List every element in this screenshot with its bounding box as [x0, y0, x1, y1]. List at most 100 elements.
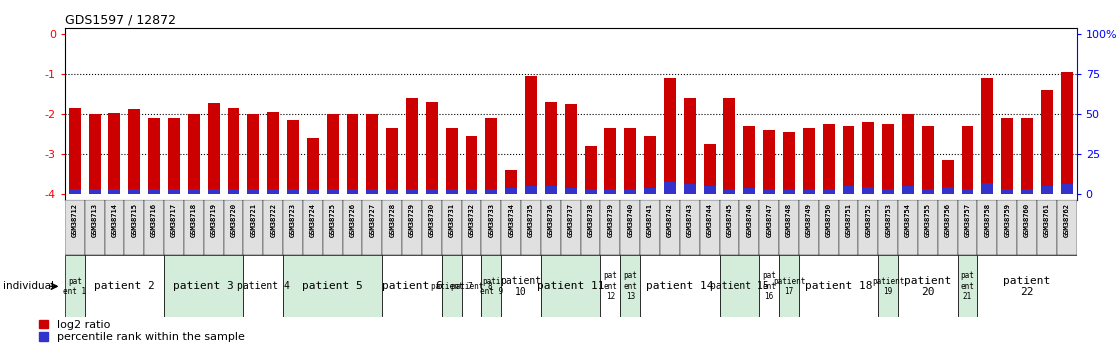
Bar [1002, 118, 1013, 194]
Text: GSM38757: GSM38757 [965, 203, 970, 237]
Text: GSM38725: GSM38725 [330, 203, 335, 237]
FancyBboxPatch shape [958, 200, 977, 255]
Bar [843, 126, 854, 194]
Bar [862, 187, 874, 194]
Text: patient 7: patient 7 [430, 282, 473, 291]
FancyBboxPatch shape [700, 200, 720, 255]
Text: GSM38761: GSM38761 [1044, 203, 1050, 237]
Bar [88, 114, 101, 194]
FancyBboxPatch shape [482, 255, 501, 317]
Bar [803, 189, 815, 194]
Text: GSM38724: GSM38724 [310, 203, 315, 237]
Text: GSM38755: GSM38755 [925, 203, 931, 237]
FancyBboxPatch shape [442, 255, 462, 317]
Bar [743, 126, 756, 194]
FancyBboxPatch shape [799, 255, 879, 317]
Text: GSM38715: GSM38715 [131, 203, 138, 237]
FancyBboxPatch shape [382, 200, 402, 255]
Text: GSM38753: GSM38753 [885, 203, 891, 237]
Bar [823, 189, 835, 194]
Text: GSM38736: GSM38736 [548, 203, 553, 237]
FancyBboxPatch shape [879, 255, 898, 317]
Text: GSM38748: GSM38748 [786, 203, 792, 237]
FancyBboxPatch shape [977, 200, 997, 255]
Bar [764, 130, 775, 194]
Text: GSM38753: GSM38753 [885, 203, 891, 237]
Text: GSM38751: GSM38751 [845, 203, 852, 237]
Text: GSM38748: GSM38748 [786, 203, 792, 237]
Bar [465, 189, 477, 194]
Text: GSM38738: GSM38738 [588, 203, 594, 237]
Bar [1041, 90, 1053, 194]
Bar [485, 118, 498, 194]
Bar [723, 189, 736, 194]
FancyBboxPatch shape [818, 200, 838, 255]
Text: pat
ent
13: pat ent 13 [624, 272, 637, 301]
Bar [367, 189, 378, 194]
Bar [505, 188, 518, 194]
Text: GSM38756: GSM38756 [945, 203, 950, 237]
Bar [823, 124, 835, 194]
Text: GSM38721: GSM38721 [250, 203, 256, 237]
Text: GSM38717: GSM38717 [171, 203, 177, 237]
Text: GSM38762: GSM38762 [1063, 203, 1070, 237]
Text: GSM38751: GSM38751 [845, 203, 852, 237]
FancyBboxPatch shape [164, 200, 183, 255]
Text: GSM38745: GSM38745 [727, 203, 732, 237]
Text: GSM38743: GSM38743 [686, 203, 693, 237]
Text: GSM38713: GSM38713 [92, 203, 97, 237]
Text: GSM38733: GSM38733 [489, 203, 494, 237]
Text: pati
ent 9: pati ent 9 [480, 277, 503, 296]
Text: GSM38734: GSM38734 [509, 203, 514, 237]
Bar [108, 189, 121, 194]
Text: GSM38741: GSM38741 [647, 203, 653, 237]
Text: GSM38718: GSM38718 [191, 203, 197, 237]
Bar [69, 108, 80, 194]
FancyBboxPatch shape [799, 200, 818, 255]
Bar [1041, 186, 1053, 194]
Bar [723, 98, 736, 194]
Legend: log2 ratio, percentile rank within the sample: log2 ratio, percentile rank within the s… [39, 320, 245, 343]
FancyBboxPatch shape [958, 255, 977, 317]
Text: GSM38726: GSM38726 [350, 203, 356, 237]
Bar [783, 132, 795, 194]
FancyBboxPatch shape [183, 200, 203, 255]
Text: GSM38728: GSM38728 [389, 203, 395, 237]
Bar [941, 187, 954, 194]
FancyBboxPatch shape [620, 255, 641, 317]
Text: individual: individual [3, 282, 55, 291]
Bar [267, 189, 280, 194]
FancyBboxPatch shape [402, 200, 421, 255]
Bar [386, 189, 398, 194]
Text: GSM38721: GSM38721 [250, 203, 256, 237]
FancyBboxPatch shape [65, 255, 85, 317]
Text: GSM38745: GSM38745 [727, 203, 732, 237]
Text: GSM38754: GSM38754 [904, 203, 911, 237]
Bar [922, 126, 934, 194]
FancyBboxPatch shape [739, 200, 759, 255]
FancyBboxPatch shape [283, 255, 382, 317]
Text: patient 15: patient 15 [710, 282, 769, 291]
Text: GSM38750: GSM38750 [826, 203, 832, 237]
FancyBboxPatch shape [144, 200, 164, 255]
Bar [247, 189, 259, 194]
Text: pat
ent 1: pat ent 1 [64, 277, 86, 296]
FancyBboxPatch shape [680, 200, 700, 255]
FancyBboxPatch shape [462, 255, 482, 317]
FancyBboxPatch shape [541, 255, 600, 317]
Bar [664, 182, 676, 194]
Text: GSM38722: GSM38722 [271, 203, 276, 237]
Text: GSM38739: GSM38739 [607, 203, 614, 237]
Text: GSM38729: GSM38729 [409, 203, 415, 237]
Text: patient
22: patient 22 [1004, 276, 1051, 297]
Text: patient
19: patient 19 [872, 277, 904, 296]
FancyBboxPatch shape [224, 200, 244, 255]
Bar [902, 186, 913, 194]
FancyBboxPatch shape [660, 200, 680, 255]
Bar [525, 76, 537, 194]
Bar [684, 184, 695, 194]
Text: GSM38734: GSM38734 [509, 203, 514, 237]
Bar [426, 102, 438, 194]
FancyBboxPatch shape [541, 200, 561, 255]
Text: GSM38744: GSM38744 [707, 203, 712, 237]
